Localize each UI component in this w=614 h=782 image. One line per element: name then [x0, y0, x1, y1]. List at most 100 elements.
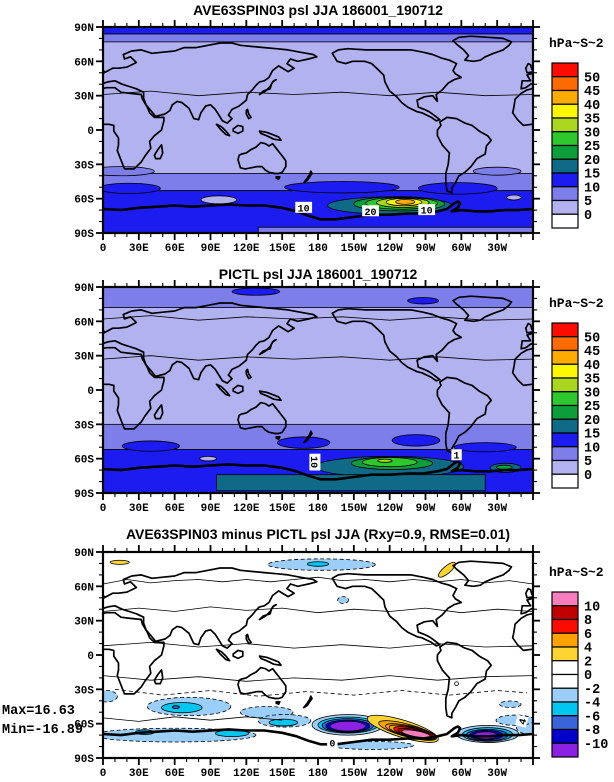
panel-title: PICTL psl JJA 186001_190712	[218, 266, 418, 282]
colorbar-label: 25	[584, 400, 600, 415]
stat-min: Min=-16.89	[2, 723, 84, 738]
colorbar-cell	[551, 459, 579, 475]
colorbar-cell	[551, 172, 579, 188]
y-tick-label: 60S	[74, 195, 94, 207]
x-tick-label: 90E	[201, 503, 221, 515]
colorbar-cell	[551, 76, 579, 92]
colorbar-label: 50	[584, 331, 600, 346]
y-tick-label: 90S	[74, 229, 94, 241]
colorbar-label: 35	[584, 113, 600, 128]
x-tick-label: 120W	[376, 243, 403, 255]
x-tick-label: 30E	[129, 768, 149, 780]
x-tick-label: 180	[308, 243, 328, 255]
contour-line-labels: 10 20 10	[295, 201, 436, 219]
x-tick-label: 150W	[341, 503, 368, 515]
x-tick-label: 30E	[129, 503, 149, 515]
x-tick-label: 30W	[487, 503, 507, 515]
x-tick-label: 120E	[233, 243, 260, 255]
y-tick-label: 90N	[74, 23, 94, 35]
panel-middle-map: PICTL psl JJA 186001_190712 hPa~S~2 10 1 0…	[0, 260, 614, 520]
colorbar-label: 40	[584, 99, 600, 114]
x-tick-label: 180	[308, 503, 328, 515]
colorbar-label: 35	[584, 373, 600, 388]
x-tick-label: 150W	[341, 768, 368, 780]
colorbar-label: -6	[584, 710, 600, 725]
svg-text:1: 1	[454, 452, 460, 463]
axis-ticks	[96, 280, 540, 500]
colorbar-cell	[551, 446, 579, 462]
colorbar-label: 45	[584, 85, 600, 100]
x-tick-label: 90W	[416, 243, 436, 255]
colorbar-cell	[551, 199, 579, 215]
x-tick-label: 120E	[233, 768, 260, 780]
axis-labels: 0 30E 60E 90E 120E 150E 180 150W 120W 90W 60W 30W 90…	[74, 283, 507, 515]
x-tick-label: 60E	[165, 768, 185, 780]
colorbar-label: 0	[584, 469, 592, 484]
colorbar-cell	[551, 715, 579, 731]
colorbar-cell	[551, 618, 579, 634]
colorbar-cell	[551, 404, 579, 420]
contour-line-labels: 10 1	[307, 449, 462, 471]
colorbar-cell	[551, 660, 579, 676]
svg-text:10: 10	[307, 456, 318, 468]
x-tick-label: 180	[308, 768, 328, 780]
x-tick-label: 90E	[201, 768, 221, 780]
y-tick-label: 60N	[74, 57, 94, 69]
y-tick-label: 60S	[74, 455, 94, 467]
colorbar-cell	[551, 62, 579, 78]
colorbar-cell	[551, 89, 579, 105]
colorbar-cell	[551, 117, 579, 133]
colorbar-label: 40	[584, 359, 600, 374]
y-tick-label: 30S	[74, 160, 94, 172]
y-tick-label: 30N	[74, 92, 94, 104]
x-tick-label: 90E	[201, 243, 221, 255]
colorbar-cell	[551, 213, 579, 229]
y-tick-label: 90S	[74, 754, 94, 766]
y-tick-label: 60N	[74, 582, 94, 594]
y-tick-label: 30N	[74, 617, 94, 629]
y-tick-label: 30N	[74, 352, 94, 364]
x-tick-label: 60W	[451, 243, 471, 255]
x-tick-label: 60W	[451, 768, 471, 780]
contour-fill-field	[103, 27, 533, 233]
colorbar-cell	[551, 186, 579, 202]
colorbar-units-label: hPa~S~2	[549, 565, 604, 580]
x-tick-label: 150E	[269, 768, 296, 780]
colorbar-cell	[551, 673, 579, 689]
colorbar-cell	[551, 322, 579, 338]
x-tick-label: 0	[100, 503, 107, 515]
colorbar-label: 25	[584, 140, 600, 155]
y-tick-label: 60N	[74, 317, 94, 329]
colorbar-label: 5	[584, 195, 592, 210]
svg-text:20: 20	[365, 208, 377, 219]
colorbar-label: 8	[584, 614, 592, 629]
panel-difference-map: AVE63SPIN03 minus PICTL psl JJA (Rxy=0.9…	[0, 520, 614, 782]
colorbar-cell	[551, 144, 579, 160]
colorbar-label: -2	[584, 683, 600, 698]
colorbar-cell	[551, 377, 579, 393]
colorbar-label: 15	[584, 428, 600, 443]
x-tick-label: 150W	[341, 243, 368, 255]
colorbar-label: 15	[584, 168, 600, 183]
x-tick-label: 0	[100, 768, 107, 780]
colorbar-cell	[551, 158, 579, 174]
colorbar-label: 10	[584, 600, 600, 615]
x-tick-label: 0	[100, 243, 107, 255]
colorbar-label: 0	[584, 209, 592, 224]
map-canvas-middle: 10 10 30E 60E 90E 120E 150E 180 150W 120W 90W 60W 30…	[74, 280, 600, 515]
x-tick-label: 120W	[376, 768, 403, 780]
colorbar-label: 5	[584, 455, 592, 470]
x-tick-label: 30E	[129, 243, 149, 255]
colorbar-label: -4	[584, 697, 600, 712]
y-tick-label: 90S	[74, 489, 94, 501]
x-tick-label: 30W	[487, 243, 507, 255]
map-canvas-difference: 040 30E 60E 90E 120E 150E 180 150W 120W 90W 60W 30W…	[74, 545, 608, 780]
colorbar-label: 10	[584, 441, 600, 456]
svg-text:4: 4	[518, 718, 530, 727]
colorbar-units-label: hPa~S~2	[549, 36, 604, 51]
colorbar-label: 0	[584, 669, 592, 684]
coastlines	[103, 295, 533, 481]
